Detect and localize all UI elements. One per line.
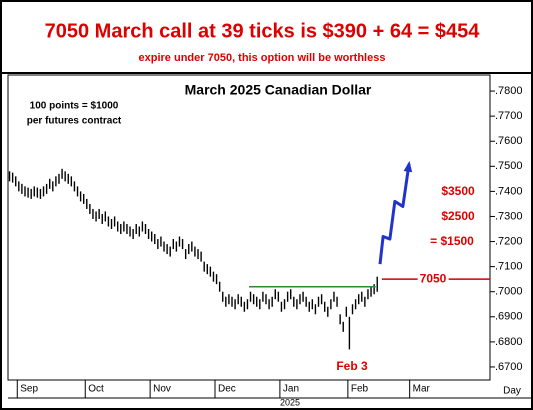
projection-arrowhead — [403, 160, 413, 173]
annotation: Feb 3 — [336, 359, 368, 373]
y-tick-label: .6900 — [495, 311, 523, 323]
note: 100 points = $1000 — [30, 101, 119, 112]
x-tick-label: Oct — [88, 384, 104, 395]
note: per futures contract — [27, 116, 122, 127]
x-tick-label: Dec — [218, 384, 236, 395]
y-tick-label: .7300 — [495, 210, 523, 222]
y-tick-label: .7000 — [495, 286, 523, 298]
y-tick-label: .6800 — [495, 336, 523, 348]
year-label: 2025 — [280, 397, 300, 407]
x-tick-label: Sep — [20, 384, 38, 395]
strike-label-bg — [417, 271, 449, 286]
y-tick-label: .6700 — [495, 361, 523, 373]
annotation: $2500 — [441, 209, 475, 223]
y-tick-label: .7400 — [495, 185, 523, 197]
y-tick-label: .7200 — [495, 235, 523, 247]
headline: 7050 March call at 39 ticks is $390 + 64… — [45, 20, 481, 42]
projection-line — [378, 163, 411, 265]
x-tick-label: Feb — [351, 384, 369, 395]
x-tick-label: Mar — [413, 384, 431, 395]
y-tick-label: .7800 — [495, 85, 523, 97]
y-tick-label: .7600 — [495, 135, 523, 147]
y-tick-label: .7100 — [495, 261, 523, 273]
annotation: = $1500 — [430, 234, 474, 248]
x-tick-label: Jan — [283, 384, 299, 395]
x-axis-label: Day — [503, 386, 521, 397]
annotation: $3500 — [441, 184, 475, 198]
strike-label: 7050 — [420, 271, 447, 285]
subheadline: expire under 7050, this option will be w… — [139, 52, 386, 64]
chart-title: March 2025 Canadian Dollar — [185, 82, 372, 98]
y-tick-label: .7700 — [495, 110, 523, 122]
y-tick-label: .7500 — [495, 160, 523, 172]
x-tick-label: Nov — [153, 384, 171, 395]
plot-frame — [7, 74, 491, 381]
